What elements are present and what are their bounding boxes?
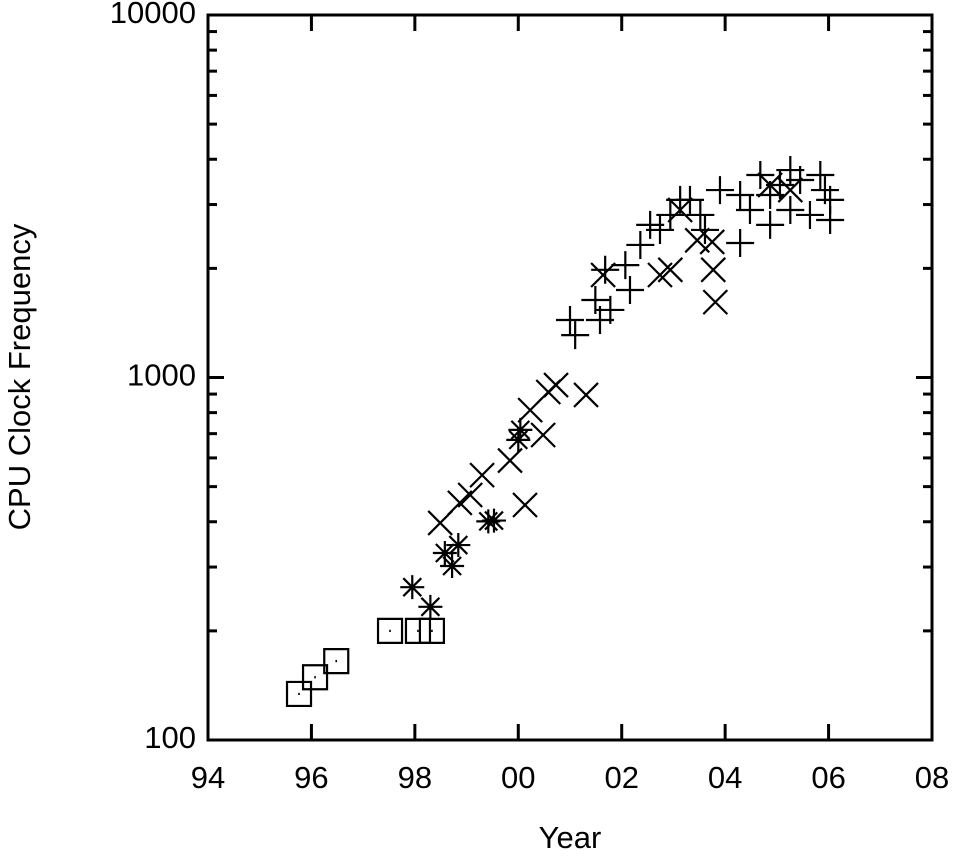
point — [611, 251, 640, 280]
point — [469, 462, 495, 488]
x-tick-label: 98 — [398, 760, 432, 795]
point — [591, 255, 620, 284]
point — [756, 210, 785, 239]
point — [786, 166, 815, 195]
point — [301, 664, 329, 691]
point — [418, 594, 443, 619]
point — [615, 276, 644, 305]
point — [746, 160, 775, 189]
point — [400, 575, 425, 600]
point — [699, 229, 725, 255]
y-tick-label: 10000 — [110, 0, 196, 30]
point — [700, 257, 727, 283]
point — [626, 230, 655, 259]
point — [656, 200, 685, 229]
point — [530, 422, 556, 448]
point — [686, 200, 715, 229]
x-axis-label: Year — [539, 820, 602, 855]
y-tick-label: 100 — [144, 720, 196, 755]
point — [726, 228, 755, 257]
point — [506, 427, 531, 452]
plot-frame — [206, 13, 934, 742]
point — [705, 176, 734, 205]
y-axis-label: CPU Clock Frequency — [2, 223, 37, 530]
point — [446, 533, 471, 558]
point — [806, 160, 835, 189]
point — [777, 177, 804, 203]
point — [581, 286, 610, 315]
point — [735, 195, 764, 224]
point — [561, 321, 590, 350]
point — [590, 262, 616, 288]
point — [508, 417, 533, 442]
x-tick-label: 96 — [294, 760, 328, 795]
point — [432, 540, 457, 565]
point — [556, 305, 584, 334]
point — [404, 617, 432, 644]
x-tick-label: 06 — [811, 760, 845, 795]
point — [657, 257, 684, 283]
point — [765, 171, 794, 200]
point — [497, 447, 523, 474]
point — [573, 382, 599, 408]
point — [690, 215, 719, 244]
point — [776, 195, 805, 224]
point — [596, 295, 625, 324]
point — [645, 215, 674, 244]
point — [726, 181, 755, 210]
x-tick-label: 02 — [604, 760, 638, 795]
point — [795, 200, 824, 229]
point — [457, 482, 483, 508]
point — [323, 648, 350, 675]
point — [376, 617, 404, 644]
point — [675, 185, 704, 214]
point — [285, 680, 313, 708]
point — [543, 372, 569, 398]
point — [481, 508, 506, 533]
point — [440, 553, 465, 578]
point — [816, 206, 845, 235]
point — [512, 492, 538, 518]
point — [418, 617, 446, 644]
x-tick-label: 00 — [501, 760, 535, 795]
point — [702, 289, 729, 315]
x-tick-label: 08 — [915, 760, 949, 795]
point — [447, 490, 473, 516]
y-tick-label: 1000 — [127, 358, 196, 393]
x-tick-label: 94 — [191, 760, 225, 795]
x-tick-label: 04 — [708, 760, 742, 795]
